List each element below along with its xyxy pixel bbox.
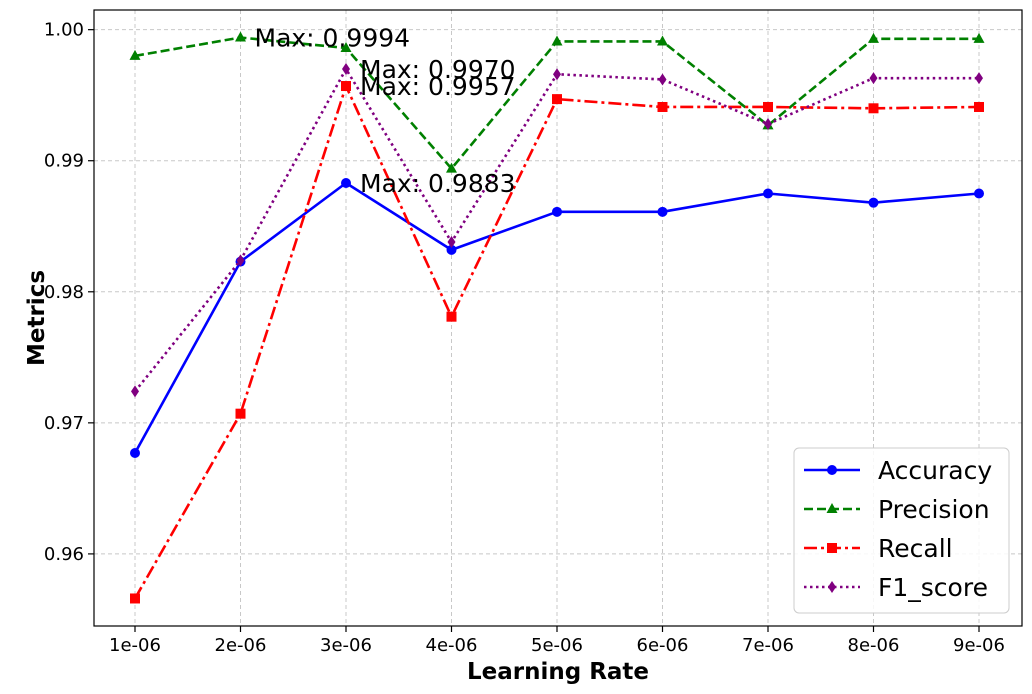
data-point-diamond — [658, 73, 667, 86]
data-point-square — [341, 81, 351, 92]
legend: Accuracy Precision Recall F1_score — [793, 447, 1010, 614]
max-annotation: Max: 0.9883 — [360, 169, 516, 198]
data-point-triangle — [446, 162, 457, 173]
series-recall — [130, 81, 984, 604]
y-tick-label: 0.98 — [44, 282, 84, 303]
data-point-square — [827, 543, 837, 553]
x-tick-label: 4e-06 — [426, 635, 478, 656]
series-lines — [129, 31, 985, 604]
y-tick-label: 0.97 — [44, 413, 84, 434]
legend-label: F1_score — [878, 573, 988, 602]
data-point-square — [974, 101, 984, 112]
data-point-diamond — [236, 254, 245, 267]
data-point-circle — [130, 447, 140, 458]
data-point-triangle — [551, 35, 563, 46]
data-point-triangle — [826, 503, 838, 513]
data-point-diamond — [131, 385, 139, 398]
x-axis-title: Learning Rate — [467, 659, 649, 685]
x-tick-label: 9e-06 — [953, 635, 1005, 656]
data-point-triangle — [340, 42, 352, 53]
data-point-square — [130, 593, 140, 604]
data-point-diamond — [764, 118, 772, 131]
y-tick-label: 0.99 — [44, 151, 84, 172]
data-point-diamond — [553, 68, 561, 81]
data-point-circle — [552, 206, 562, 217]
data-point-circle — [827, 465, 837, 475]
data-point-triangle — [235, 31, 246, 42]
data-point-square — [868, 103, 879, 114]
legend-box — [793, 447, 1010, 614]
data-point-circle — [657, 206, 668, 217]
x-tick-label: 6e-06 — [637, 635, 689, 656]
data-point-square — [657, 101, 668, 112]
legend-label: Accuracy — [878, 456, 992, 485]
x-tick-label: 5e-06 — [531, 635, 583, 656]
data-point-circle — [868, 197, 879, 208]
data-point-square — [446, 311, 457, 322]
data-point-diamond — [975, 72, 983, 85]
x-tick-label: 2e-06 — [215, 635, 267, 656]
legend-entry: Recall — [804, 534, 953, 563]
y-axis-title: Metrics — [24, 270, 50, 366]
data-point-circle — [341, 178, 351, 189]
x-axis-ticks: 1e-06 2e-06 3e-06 4e-06 5e-06 6e-06 7e-06 8e-06… — [109, 626, 1005, 656]
data-point-square — [235, 408, 246, 419]
legend-label: Recall — [878, 534, 953, 563]
legend-entry: Precision — [804, 495, 990, 524]
x-tick-label: 8e-06 — [848, 635, 900, 656]
legend-entry: F1_score — [804, 573, 988, 602]
y-tick-label: 1.00 — [44, 20, 84, 41]
data-point-square — [763, 101, 773, 112]
data-point-diamond — [342, 62, 350, 75]
max-annotation: Max: 0.9970 — [360, 55, 516, 84]
data-point-diamond — [447, 235, 456, 248]
x-tick-label: 7e-06 — [742, 635, 794, 656]
data-point-triangle — [973, 32, 985, 43]
max-annotation: Max: 0.9957 — [360, 72, 516, 101]
data-point-square — [552, 94, 562, 105]
plot-frame — [93, 9, 1023, 627]
y-tick-label: 0.96 — [44, 544, 84, 565]
data-point-triangle — [868, 32, 879, 43]
data-point-diamond — [869, 72, 878, 85]
legend-label: Precision — [878, 495, 990, 524]
data-point-triangle — [129, 49, 141, 60]
x-tick-label: 1e-06 — [109, 635, 161, 656]
data-point-circle — [763, 188, 773, 199]
max-annotation: Max: 0.9994 — [255, 24, 411, 53]
data-point-triangle — [657, 35, 668, 46]
data-point-circle — [974, 188, 984, 199]
legend-entry: Accuracy — [804, 456, 992, 485]
y-axis-ticks: 0.96 0.97 0.98 0.99 1.00 — [44, 20, 94, 565]
x-tick-label: 3e-06 — [320, 635, 372, 656]
data-point-circle — [446, 244, 457, 255]
data-point-diamond — [828, 581, 836, 593]
series-f1-score — [131, 62, 983, 398]
